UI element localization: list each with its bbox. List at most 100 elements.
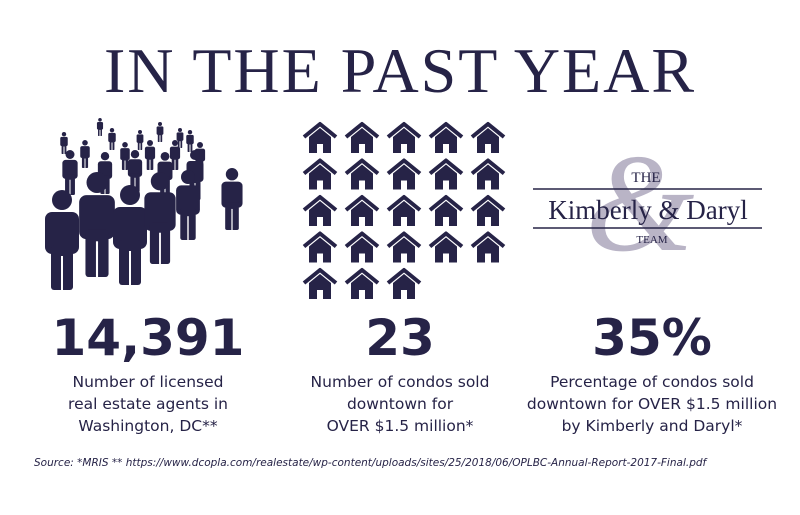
house-icon [386,195,422,226]
house-roof [302,122,338,139]
house-body [351,237,373,263]
person-body [62,159,78,179]
person-body [96,121,104,130]
person-head [147,140,153,146]
person-head [122,142,128,148]
person-icon [80,140,90,168]
person-head [120,185,140,205]
house-roof [428,195,464,212]
house-icon [344,231,380,263]
house-body [435,164,457,190]
person-body [169,146,181,160]
house-body [351,164,373,190]
house-roof [386,122,422,139]
person-icon [127,150,143,192]
logo: & THE Kimberly & Daryl TEAM [533,126,762,281]
person-head [178,128,182,132]
title: IN THE PAST YEAR [104,35,696,106]
person-head [86,172,108,193]
stat-description: downtown for OVER $1.5 million [527,395,777,413]
person-body [127,159,143,177]
house-body [393,164,415,190]
house-body [477,237,499,263]
house-roof [386,195,422,212]
house-body [309,201,331,226]
house-icon [386,268,422,299]
person-icon [176,128,184,148]
house-roof [344,268,380,285]
person-head [130,150,140,159]
person-head [109,128,115,133]
person-body [136,134,144,143]
person-head [61,132,67,137]
house-body [309,237,331,263]
person-head [197,142,203,148]
house-body [393,128,415,153]
stat-description: OVER $1.5 million* [327,417,474,435]
person-body [113,207,147,249]
house-roof [470,231,506,249]
stats: 14,391 Number of licensed real estate agen… [52,309,778,435]
house-roof [302,231,338,249]
person-body [221,181,243,208]
house-body [351,128,373,153]
person-icon [60,132,68,154]
house-icon [428,158,464,190]
person-head [98,118,102,122]
house-roof [428,122,464,139]
house-icon [302,231,338,263]
house-roof [344,122,380,139]
person-body [144,192,176,231]
house-roof [344,231,380,249]
person-head [160,152,170,161]
house-roof [344,158,380,176]
stat-value: 35% [592,309,712,367]
person-icon [45,190,79,290]
house-icon [428,231,464,263]
stat-description: downtown for [347,395,454,413]
house-icon [470,158,506,190]
house-body [351,274,373,299]
person-head [138,130,142,134]
house-icon [386,231,422,263]
person-head [52,190,72,210]
house-body [309,164,331,190]
person-icon [108,128,116,150]
stat-description: by Kimberly and Daryl* [562,417,743,435]
house-body [435,128,457,153]
person-icon [186,130,194,152]
person-icon [79,172,115,277]
person-head [190,150,200,160]
person-head [181,170,195,184]
house-roof [470,158,506,176]
house-roof [428,158,464,176]
house-icon [470,195,506,226]
house-roof [428,231,464,249]
house-icon [302,268,338,299]
person-body [108,132,116,143]
person-body [144,146,156,160]
person-icon [113,185,147,285]
house-icon [344,268,380,299]
house-icons [302,122,506,299]
person-body [45,212,79,254]
house-icon [344,195,380,226]
house-icon [470,231,506,263]
stat-description: Number of condos sold [311,373,490,391]
person-body [60,136,68,147]
house-body [477,164,499,190]
house-body [477,201,499,226]
person-icon [144,140,156,170]
person-icon [62,150,78,195]
person-head [172,140,178,146]
house-body [351,201,373,226]
stat-value: 14,391 [52,309,245,367]
person-icon [156,122,164,142]
house-roof [302,268,338,285]
person-icon [221,168,243,230]
house-icon [344,158,380,190]
stat-description: Percentage of condos sold [550,373,754,391]
logo-top: THE [631,170,660,186]
house-icon [428,122,464,153]
